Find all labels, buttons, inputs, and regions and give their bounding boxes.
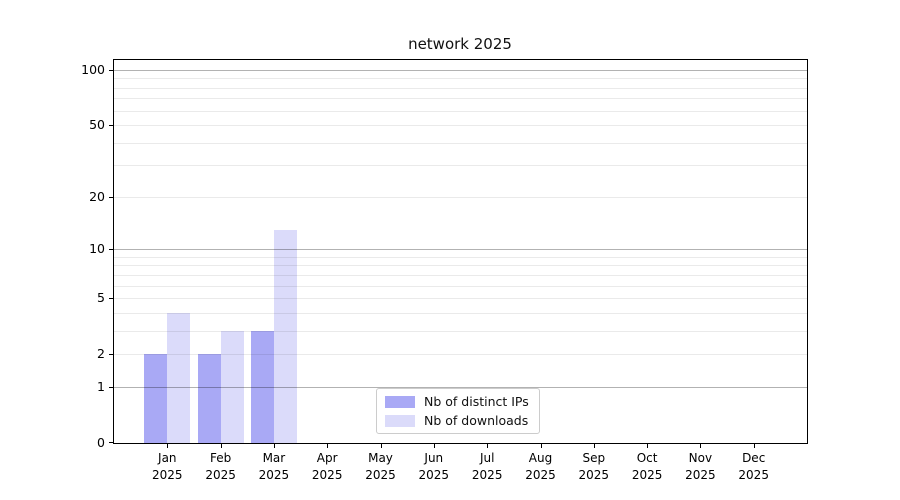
gridline-minor-3 [114,330,807,332]
x-axis-label-sep-2025: Sep 2025 [578,451,610,482]
bar-nb-of-downloads-jan-2025 [167,312,191,443]
y-axis-label-1: 1 [97,379,105,395]
gridline-minor-8 [114,265,807,267]
gridline-minor-70 [114,98,807,100]
x-axis-tick-dec-2025 [753,443,755,448]
y-axis-tick-10 [109,249,114,251]
bar-nb-of-distinct-ips-jan-2025 [144,354,168,443]
legend-entry-downloads: Nb of downloads [385,413,529,428]
y-axis-tick-5 [109,298,114,300]
x-axis-tick-apr-2025 [327,443,329,448]
plot-area: Nb of distinct IPs Nb of downloads 0 1 2 5 1… [81,59,808,482]
gridline-minor-7 [114,274,807,276]
x-axis-tick-sep-2025 [593,443,595,448]
x-axis-label-feb-2025: Feb 2025 [205,451,236,482]
x-axis-tick-feb-2025 [220,443,222,448]
x-axis-label-jun-2025: Jun 2025 [418,451,450,482]
y-axis-label-20: 20 [89,188,105,204]
x-axis-tick-may-2025 [380,443,382,448]
x-axis-label-apr-2025: Apr 2025 [311,451,343,482]
legend-label-downloads: Nb of downloads [424,413,529,428]
x-axis-label-aug-2025: Aug 2025 [525,451,556,482]
x-axis-tick-jan-2025 [167,443,169,448]
x-axis-label-mar-2025: Mar 2025 [258,451,290,482]
y-axis-label-10: 10 [89,241,105,257]
y-axis-tick-0 [109,442,114,443]
gridline-minor-4 [114,312,807,314]
gridline-minor-9 [114,256,807,258]
bar-nb-of-distinct-ips-mar-2025 [250,330,274,443]
y-axis-label-100: 100 [81,61,105,77]
x-axis-tick-aug-2025 [540,443,542,448]
x-axis-tick-jul-2025 [487,443,489,448]
gridline-major-10 [114,249,807,251]
x-axis-label-jan-2025: Jan 2025 [152,451,183,482]
gridline-minor-20 [114,196,807,198]
bar-nb-of-downloads-mar-2025 [273,229,297,443]
legend-swatch-distinct-ips [385,395,415,408]
gridline-minor-80 [114,87,807,89]
legend-label-distinct-ips: Nb of distinct IPs [424,394,529,409]
gridline-minor-5 [114,298,807,300]
gridline-minor-90 [114,78,807,80]
bar-nb-of-downloads-feb-2025 [220,330,244,443]
y-axis-label-2: 2 [97,346,105,362]
gridline-minor-50 [114,125,807,126]
gridline-minor-2 [114,354,807,356]
gridline-major-1 [114,386,807,388]
x-axis-label-nov-2025: Nov 2025 [685,451,716,482]
gridline-minor-60 [114,110,807,112]
y-axis-tick-1 [109,386,114,388]
gridline-minor-6 [114,285,807,287]
x-axis-tick-jun-2025 [433,443,435,448]
y-axis-tick-20 [109,196,114,198]
y-axis-tick-2 [109,354,114,356]
y-axis-label-0: 0 [97,435,105,451]
legend-swatch-downloads [385,414,415,427]
y-axis-label-50: 50 [89,117,105,133]
chart-title: network 2025 [408,35,512,53]
gridline-minor-40 [114,142,807,144]
x-axis-label-jul-2025: Jul 2025 [471,451,503,482]
x-axis-tick-oct-2025 [647,443,649,448]
y-axis-label-5: 5 [97,290,105,306]
x-axis-tick-nov-2025 [700,443,702,448]
x-axis-label-may-2025: May 2025 [365,451,396,482]
x-axis-tick-mar-2025 [273,443,275,448]
x-axis-label-dec-2025: Dec 2025 [738,451,769,482]
gridline-minor-30 [114,165,807,167]
bar-nb-of-distinct-ips-feb-2025 [197,354,221,443]
legend-entry-distinct-ips: Nb of distinct IPs [385,394,529,409]
gridline-major-100 [114,69,807,71]
legend: Nb of distinct IPs Nb of downloads [376,388,540,434]
x-axis-label-oct-2025: Oct 2025 [631,451,663,482]
y-axis-tick-100 [109,69,114,71]
y-axis-tick-50 [109,125,114,126]
